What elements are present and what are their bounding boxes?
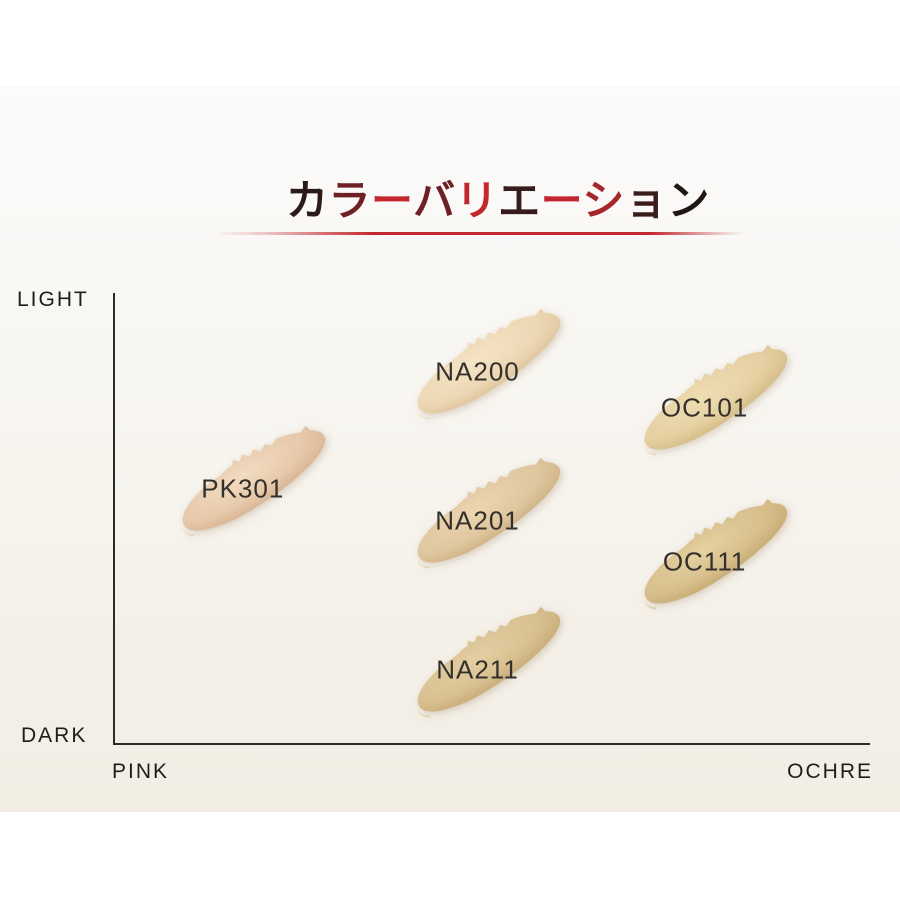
foundation-smear: [397, 286, 587, 435]
x-axis-right-label: OCHRE: [787, 760, 873, 783]
smear-graphic: [644, 498, 787, 610]
foundation-smear: [397, 435, 587, 584]
title-character: ョ: [624, 179, 668, 226]
shade-code-label: OC101: [660, 392, 749, 423]
title-character: ー: [540, 179, 583, 226]
title-character: カ: [286, 179, 329, 226]
foundation-smear: [624, 322, 814, 471]
smear-graphic: [417, 606, 560, 718]
shade-code-label: NA201: [435, 505, 520, 536]
y-axis-line: [113, 293, 115, 745]
title-character: シ: [582, 179, 625, 226]
shade-code-label: OC111: [662, 546, 747, 577]
title-character: エ: [498, 179, 541, 226]
title-character: ン: [667, 179, 710, 226]
shade-code-label: NA200: [435, 356, 520, 387]
smear-graphic: [644, 344, 787, 456]
foundation-smear: [624, 476, 814, 625]
shade-map-chart: PK301 NA200 NA201 NA211 OC101 OC111: [113, 293, 870, 745]
title-character: ラ: [328, 179, 372, 226]
smear-graphic: [417, 457, 560, 569]
shade-code-label: NA211: [436, 654, 519, 685]
y-axis-top-label: LIGHT: [17, 288, 89, 311]
y-axis-bottom-label: DARK: [21, 724, 88, 747]
x-axis-left-label: PINK: [112, 760, 170, 783]
smear-graphic: [417, 308, 560, 420]
shade-code-label: PK301: [201, 473, 285, 504]
smear-graphic: [182, 426, 325, 537]
foundation-smear: [397, 584, 587, 733]
red-divider-line: [214, 232, 744, 235]
page-title: カラーバリエーション: [286, 178, 710, 226]
title-character: バ: [413, 179, 456, 226]
title-character: ー: [371, 179, 414, 226]
title-character: リ: [455, 179, 499, 226]
foundation-smear: [162, 404, 352, 553]
x-axis-line: [113, 743, 870, 745]
